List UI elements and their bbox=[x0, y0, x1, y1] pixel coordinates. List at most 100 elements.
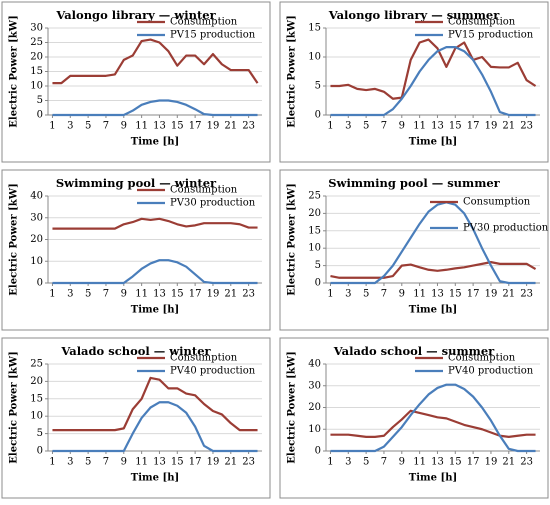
x-tick-label: 17 bbox=[467, 457, 480, 468]
y-axis-label: Electric Power [kW] bbox=[9, 183, 20, 295]
x-tick-label: 5 bbox=[85, 289, 91, 300]
series-line bbox=[330, 38, 537, 100]
x-axis-label: Time [h] bbox=[131, 137, 179, 148]
x-tick-label: 13 bbox=[153, 289, 166, 300]
y-tick-label: 0 bbox=[37, 278, 43, 289]
y-tick-label: 10 bbox=[30, 411, 43, 422]
x-tick-label: 3 bbox=[345, 457, 351, 468]
x-tick-label: 21 bbox=[502, 289, 515, 300]
y-tick-label: 15 bbox=[308, 23, 321, 34]
legend-label: Consumption bbox=[170, 17, 238, 28]
y-tick-label: 20 bbox=[308, 208, 321, 219]
x-tick-label: 3 bbox=[67, 289, 73, 300]
x-tick-label: 19 bbox=[207, 289, 220, 300]
x-tick-label: 7 bbox=[381, 457, 387, 468]
x-tick-label: 11 bbox=[135, 121, 148, 132]
x-axis-label: Time [h] bbox=[409, 137, 457, 148]
x-tick-label: 17 bbox=[189, 289, 202, 300]
y-axis-label: Electric Power [kW] bbox=[9, 15, 20, 127]
x-tick-label: 23 bbox=[520, 121, 533, 132]
x-tick-label: 1 bbox=[327, 289, 333, 300]
x-tick-label: 7 bbox=[103, 289, 109, 300]
chart-title: Valado school — summer bbox=[333, 344, 495, 358]
y-tick-label: 5 bbox=[37, 428, 43, 439]
x-tick-label: 5 bbox=[85, 121, 91, 132]
y-tick-label: 10 bbox=[30, 256, 43, 267]
series-line bbox=[52, 259, 258, 285]
y-tick-label: 15 bbox=[30, 66, 43, 77]
panel-border bbox=[279, 337, 549, 499]
x-tick-label: 9 bbox=[399, 457, 405, 468]
y-tick-label: 10 bbox=[308, 243, 321, 254]
y-tick-label: 15 bbox=[30, 393, 43, 404]
y-tick-label: 30 bbox=[30, 23, 43, 34]
x-tick-label: 21 bbox=[224, 121, 237, 132]
legend-label: PV30 production bbox=[170, 198, 256, 209]
series-line bbox=[330, 201, 536, 285]
y-tick-label: 20 bbox=[30, 234, 43, 245]
legend-label: Consumption bbox=[448, 353, 516, 364]
x-tick-label: 23 bbox=[242, 121, 255, 132]
x-tick-label: 19 bbox=[485, 457, 498, 468]
y-tick-label: 0 bbox=[315, 110, 321, 121]
y-axis-label: Electric Power [kW] bbox=[9, 351, 20, 463]
x-tick-label: 1 bbox=[49, 121, 55, 132]
x-axis-label: Time [h] bbox=[409, 473, 457, 484]
x-tick-label: 17 bbox=[467, 289, 480, 300]
x-tick-label: 21 bbox=[224, 457, 237, 468]
y-tick-label: 15 bbox=[308, 225, 321, 236]
series-line bbox=[330, 409, 536, 438]
y-tick-label: 0 bbox=[315, 446, 321, 457]
x-tick-label: 9 bbox=[121, 289, 127, 300]
legend-label: Consumption bbox=[463, 197, 531, 208]
y-tick-label: 0 bbox=[37, 446, 43, 457]
x-tick-label: 5 bbox=[85, 457, 91, 468]
x-tick-label: 7 bbox=[103, 457, 109, 468]
series-line bbox=[52, 217, 258, 230]
y-tick-label: 5 bbox=[315, 81, 321, 92]
series-line bbox=[52, 99, 258, 117]
x-axis-label: Time [h] bbox=[131, 305, 179, 316]
series-line bbox=[52, 38, 259, 85]
x-tick-label: 9 bbox=[121, 121, 127, 132]
chart-title: Swimming pool — summer bbox=[328, 176, 500, 190]
y-tick-label: 10 bbox=[308, 52, 321, 63]
x-tick-label: 5 bbox=[363, 457, 369, 468]
x-tick-label: 13 bbox=[431, 457, 444, 468]
y-tick-label: 30 bbox=[30, 212, 43, 223]
chart-title: Valongo library — winter bbox=[55, 8, 216, 22]
y-tick-label: 10 bbox=[308, 424, 321, 435]
x-tick-label: 9 bbox=[399, 121, 405, 132]
x-tick-label: 11 bbox=[135, 289, 148, 300]
x-tick-label: 7 bbox=[381, 121, 387, 132]
x-tick-label: 15 bbox=[449, 121, 462, 132]
x-tick-label: 1 bbox=[327, 121, 333, 132]
x-tick-label: 21 bbox=[502, 457, 515, 468]
x-tick-label: 3 bbox=[67, 457, 73, 468]
x-tick-label: 23 bbox=[242, 457, 255, 468]
legend-label: PV40 production bbox=[448, 366, 534, 377]
legend-label: Consumption bbox=[170, 185, 238, 196]
x-tick-label: 7 bbox=[103, 121, 109, 132]
y-tick-label: 0 bbox=[37, 110, 43, 121]
y-tick-label: 20 bbox=[30, 52, 43, 63]
y-tick-label: 25 bbox=[30, 359, 43, 370]
x-tick-label: 23 bbox=[520, 457, 533, 468]
x-tick-label: 3 bbox=[345, 289, 351, 300]
x-tick-label: 1 bbox=[327, 457, 333, 468]
legend-label: Consumption bbox=[448, 17, 516, 28]
x-tick-label: 21 bbox=[224, 289, 237, 300]
y-tick-label: 40 bbox=[308, 359, 321, 370]
x-tick-label: 15 bbox=[171, 289, 184, 300]
x-tick-label: 19 bbox=[485, 289, 498, 300]
x-tick-label: 3 bbox=[67, 121, 73, 132]
x-tick-label: 13 bbox=[431, 289, 444, 300]
x-tick-label: 15 bbox=[449, 457, 462, 468]
series-line bbox=[330, 46, 536, 117]
chart-title: Valongo library — summer bbox=[328, 8, 500, 22]
y-axis-label: Electric Power [kW] bbox=[287, 183, 298, 295]
